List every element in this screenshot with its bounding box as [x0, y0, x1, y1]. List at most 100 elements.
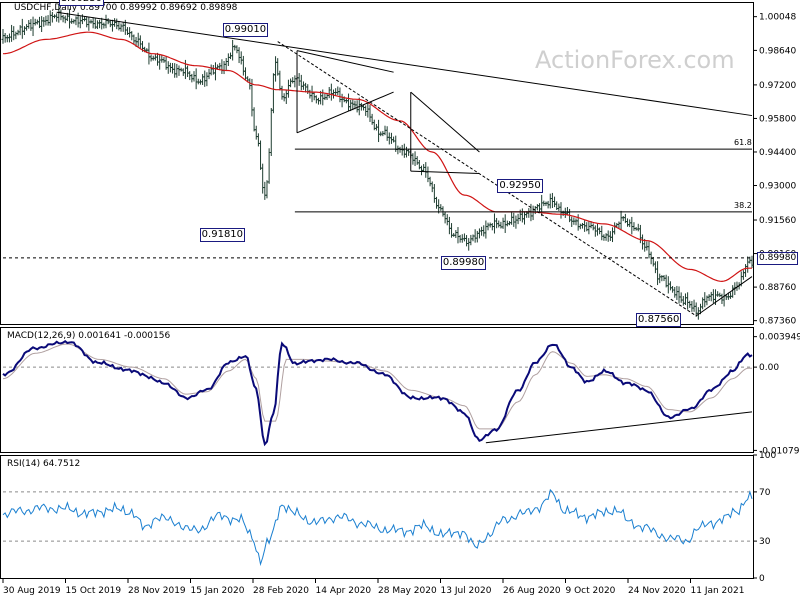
price-bar [332, 89, 336, 99]
price-bar [430, 181, 434, 193]
price-point-label: 1.00230 [58, 0, 104, 7]
fib-level-label: 38.2 [734, 200, 752, 210]
price-bar [117, 20, 121, 31]
price-bar [171, 63, 175, 74]
price-bar [289, 78, 293, 88]
price-bar [98, 19, 102, 29]
price-bar [679, 292, 683, 303]
price-bar [224, 58, 228, 71]
price-bar [370, 113, 374, 125]
rsi-line [2, 488, 753, 567]
price-bar [160, 55, 164, 63]
rsi-panel-title: RSI(14) 64.7512 [7, 459, 81, 469]
price-bar [750, 255, 754, 268]
price-point-label: 0.87560 [636, 312, 682, 327]
price-bar [454, 230, 458, 239]
price-bar [480, 226, 484, 236]
price-bar [432, 184, 436, 203]
price-bar [729, 292, 733, 299]
date-label: 11 Jan 2021 [691, 586, 745, 596]
dashed-channel-line [277, 41, 697, 317]
price-bar [280, 85, 284, 100]
price-bar [636, 223, 640, 232]
price-bar [85, 16, 89, 28]
price-bar [181, 68, 185, 76]
price-bar [497, 220, 501, 228]
price-bar [312, 91, 316, 101]
price-bar [252, 107, 256, 132]
price-bar [196, 78, 200, 85]
triangle-upper-line [296, 50, 394, 73]
price-bar [653, 261, 657, 274]
price-bar [267, 148, 271, 184]
date-label: 26 Aug 2020 [503, 586, 561, 596]
price-bar [291, 77, 295, 84]
price-bar [711, 289, 715, 304]
price-bar [621, 216, 625, 222]
price-bar [385, 126, 389, 141]
price-bar [276, 58, 280, 76]
price-bar [499, 221, 503, 229]
price-bar [254, 125, 258, 140]
price-bar [608, 231, 612, 242]
price-bar [703, 292, 707, 308]
price-bar [173, 63, 177, 78]
price-point-label: 0.89980 [440, 255, 487, 270]
price-bar [647, 241, 651, 259]
price-bar [256, 133, 260, 147]
price-bar [707, 294, 711, 301]
price-bar [20, 18, 24, 39]
price-bar [5, 35, 9, 43]
price-bar [435, 196, 439, 209]
price-bar [630, 216, 634, 235]
price-bar [645, 241, 649, 251]
long-term-trendline [56, 11, 753, 117]
price-bar [368, 105, 372, 122]
macd-signal-line [2, 343, 752, 430]
price-bar [297, 73, 301, 86]
macd-axis-tick-label: 0.00 [759, 363, 779, 373]
price-bar [213, 62, 217, 81]
date-label: 24 Nov 2020 [628, 586, 686, 596]
price-bar [136, 32, 140, 47]
price-bar [617, 221, 621, 229]
rsi-axis-tick-label: 0 [759, 574, 765, 584]
rsi-panel-frame [0, 455, 754, 579]
price-bar [486, 222, 490, 231]
price-bar [299, 74, 303, 91]
price-bar [334, 88, 338, 96]
price-point-label: 0.91810 [199, 228, 246, 243]
price-bar [544, 201, 548, 206]
price-bar [110, 19, 114, 32]
price-bar [190, 73, 194, 83]
price-bar [660, 275, 664, 282]
price-bar [447, 216, 451, 235]
price-bar [510, 211, 514, 225]
price-bar [271, 73, 275, 114]
price-bar [495, 217, 499, 229]
price-bar [437, 199, 441, 214]
price-bar [701, 297, 705, 310]
price-axis-tick-label: 0.95800 [759, 114, 796, 124]
price-bar [158, 54, 162, 70]
price-bar [668, 281, 672, 291]
price-axis-tick-label: 0.98640 [759, 46, 796, 56]
price-bar [514, 215, 518, 229]
price-bar [203, 70, 207, 87]
price-bar [428, 176, 432, 187]
price-bar [31, 16, 35, 37]
price-bar [293, 75, 297, 88]
rsi-axis-tick-label: 70 [759, 488, 771, 498]
price-bar [177, 65, 181, 76]
price-axis-tick-label: 0.97200 [759, 81, 796, 91]
price-bar [186, 65, 190, 78]
price-bar [548, 193, 552, 209]
price-bar [619, 210, 623, 231]
price-axis-tick-label: 0.87360 [759, 317, 796, 327]
price-bar [681, 296, 685, 306]
price-bar [531, 205, 535, 221]
price-bar [411, 153, 415, 165]
price-bars [1, 4, 754, 320]
price-bar [456, 227, 460, 244]
price-bar [595, 223, 599, 236]
